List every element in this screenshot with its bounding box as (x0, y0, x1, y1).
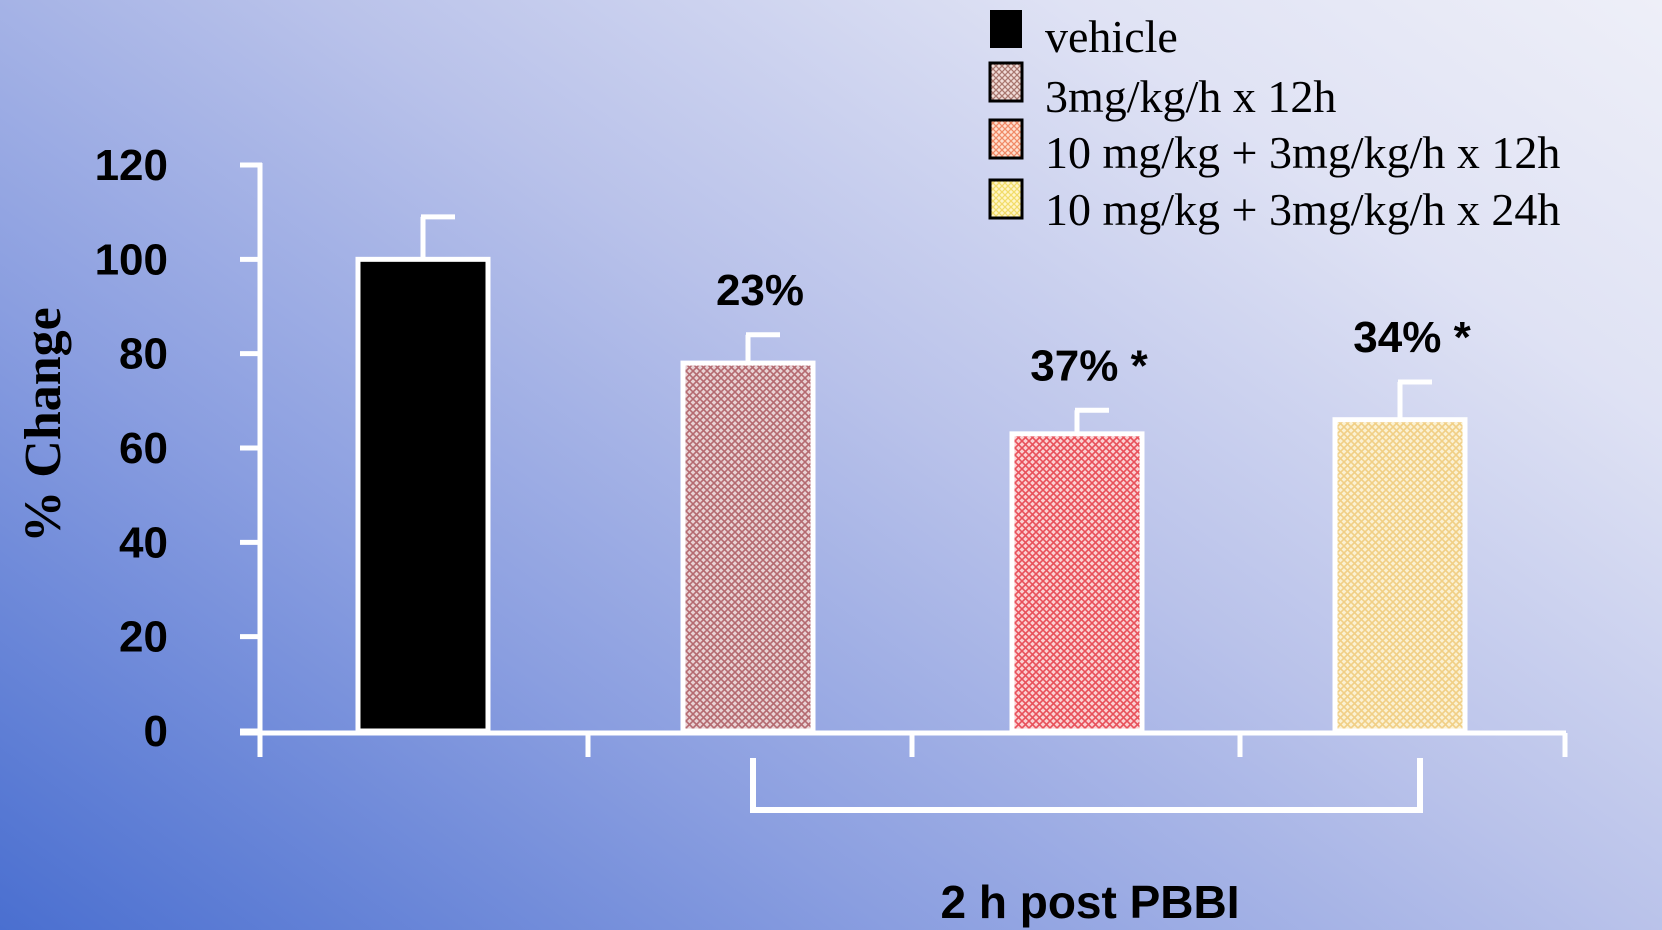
y-tick-label: 120 (95, 141, 168, 190)
legend-swatch-3mg-12h (988, 61, 1024, 103)
bar-annotation: 37% * (1030, 341, 1148, 390)
bar (1332, 417, 1468, 734)
bar-annotation: 34% * (1353, 313, 1471, 362)
legend-label: 10 mg/kg + 3mg/kg/h x 12h (1045, 127, 1560, 178)
bar (680, 360, 816, 734)
y-tick-label: 0 (144, 707, 168, 756)
y-tick-labels: 0 20 40 60 80 100 120 (95, 141, 168, 756)
y-axis-label: % Change (15, 307, 72, 542)
y-tick-label: 20 (119, 613, 168, 662)
group-bracket (750, 758, 1423, 813)
x-axis-label: 2 h post PBBI (940, 876, 1239, 928)
x-tick-marks (257, 733, 1568, 757)
y-tick-label: 80 (119, 330, 168, 379)
legend-label: 10 mg/kg + 3mg/kg/h x 24h (1045, 184, 1560, 235)
bar (1009, 431, 1145, 734)
y-tick-label: 100 (95, 235, 168, 284)
legend-swatch-10mg-12h (988, 118, 1024, 160)
legend-label: 3mg/kg/h x 12h (1045, 71, 1336, 122)
legend: vehicle 3mg/kg/h x 12h 10 mg/kg + 3mg/kg… (988, 10, 1560, 235)
y-tick-label: 60 (119, 424, 168, 473)
y-tick-label: 40 (119, 518, 168, 567)
legend-label: vehicle (1045, 11, 1178, 62)
error-bars (420, 214, 1432, 434)
bar-annotation: 23% (716, 266, 804, 315)
legend-swatch-10mg-24h (988, 178, 1024, 220)
legend-swatch-vehicle (990, 10, 1022, 48)
bar (355, 256, 491, 734)
bar-annotations: 23% 37% * 34% * (716, 266, 1472, 390)
y-tick-marks (240, 162, 262, 734)
bars (355, 256, 1468, 734)
